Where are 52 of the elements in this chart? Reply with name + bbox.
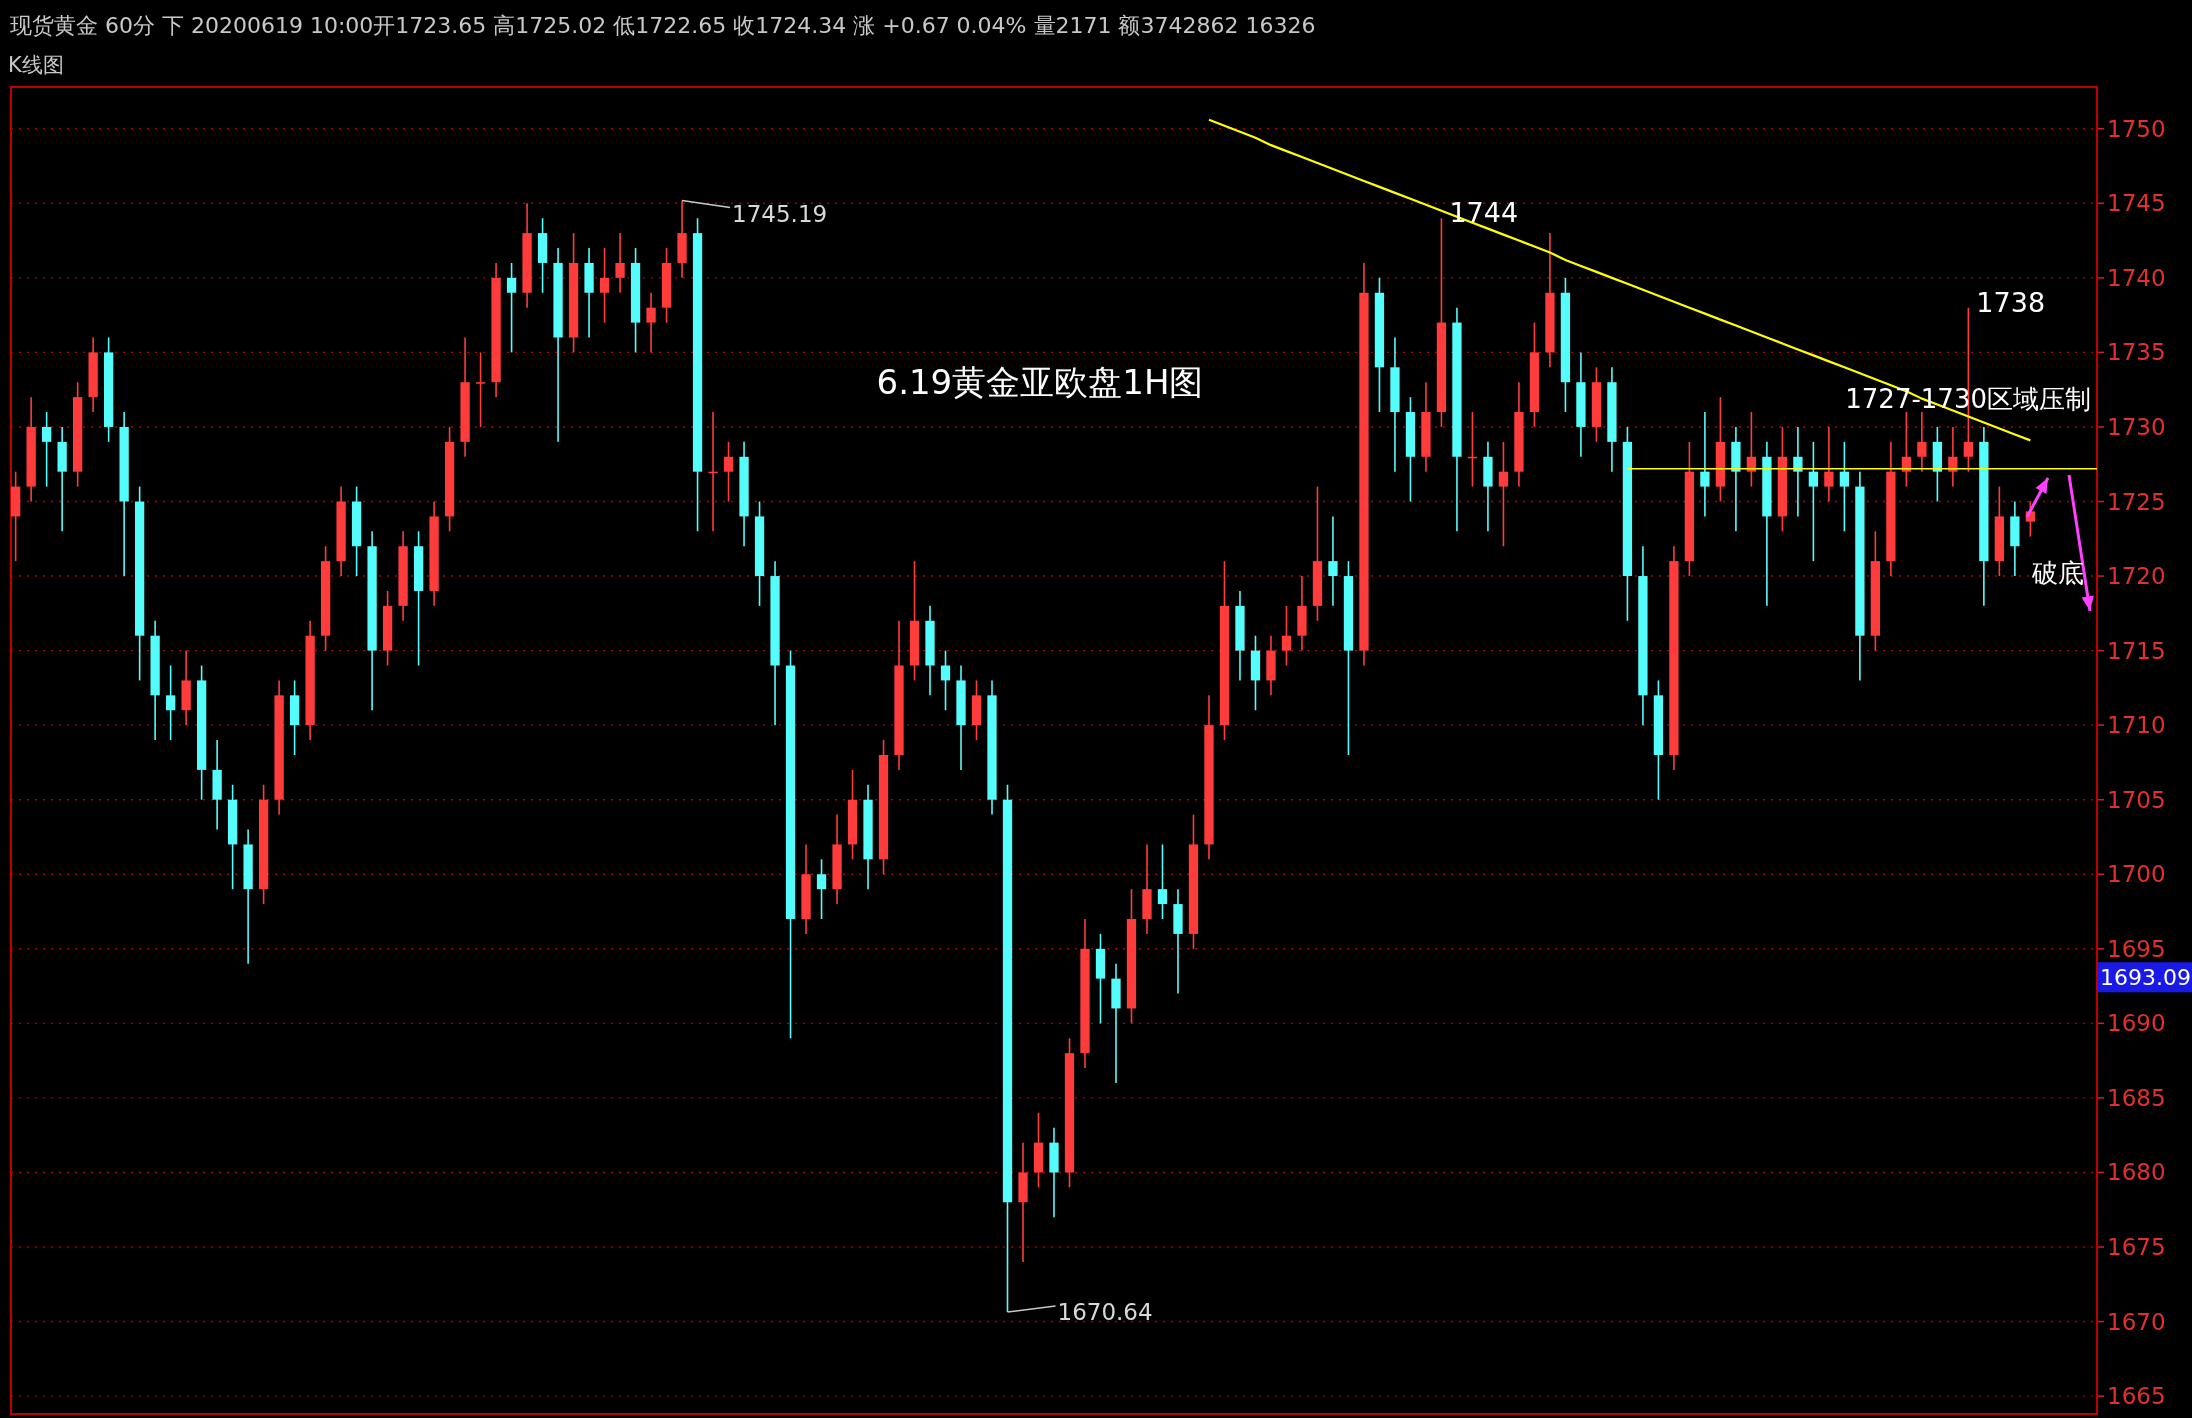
candlestick (506, 262, 517, 354)
candlestick (1157, 843, 1168, 920)
ytick: 1685 (2107, 1084, 2166, 1111)
candlestick (646, 291, 656, 354)
candlestick (599, 247, 610, 324)
candlestick (1839, 441, 1850, 533)
ytick: 1720 (2107, 563, 2166, 590)
ytick: 1715 (2107, 637, 2166, 664)
ytick: 1730 (2107, 413, 2166, 440)
candlestick (1746, 411, 1757, 488)
ytick: 1705 (2107, 786, 2166, 813)
candlestick (816, 858, 827, 920)
candlestick (475, 351, 486, 428)
candlestick (1808, 441, 1819, 562)
candlestick (1328, 515, 1338, 607)
annotation: 1744 (1449, 197, 1519, 229)
annotation: 1738 (1976, 286, 2046, 318)
ytick: 1740 (2107, 264, 2166, 291)
ytick: 1665 (2107, 1383, 2166, 1410)
annotation: 1670.64 (1057, 1299, 1153, 1326)
ytick: 1735 (2107, 339, 2166, 366)
ytick: 1725 (2107, 488, 2166, 515)
candlestick (165, 664, 176, 741)
annotation: 1693.09 (2100, 964, 2191, 990)
ytick: 1675 (2107, 1234, 2166, 1260)
candlestick (940, 649, 951, 712)
ytick: 1670 (2107, 1308, 2166, 1335)
candlestick (42, 411, 52, 488)
candlestick (1281, 605, 1292, 667)
candlestick (1948, 426, 1958, 488)
annotation: 破底 (2032, 558, 2085, 589)
ytick: 1745 (2107, 190, 2166, 217)
ytick: 1690 (2107, 1010, 2166, 1037)
annotation: K线图 (8, 53, 64, 77)
candlestick (1824, 426, 1834, 503)
ytick: 1700 (2107, 861, 2166, 888)
candlestick (1793, 426, 1803, 518)
annotation: 1745.19 (681, 199, 828, 228)
candlestick (1901, 411, 1912, 488)
subtitle: 现货黄金 60分 下 20200619 10:00开1723.65 高1725.02 低1722.65 收1724.34 涨 +0.67 0.04% 量2171 额3742862 16326 (10, 13, 1316, 38)
candlestick (615, 232, 625, 294)
ytick: 1750 (2107, 115, 2166, 142)
ytick: 1710 (2107, 712, 2166, 739)
candlestick (723, 441, 734, 503)
annotation: 1670.64 (1006, 1299, 1153, 1325)
ytick: 1695 (2107, 935, 2166, 962)
title: 6.19黄金亚欧盘1H图 (876, 362, 1204, 402)
ytick: 1680 (2107, 1159, 2166, 1186)
candlestick (1917, 411, 1927, 473)
candlestick (1498, 441, 1509, 548)
annotation: 1745.19 (732, 201, 828, 228)
candlestick (1700, 411, 1710, 518)
